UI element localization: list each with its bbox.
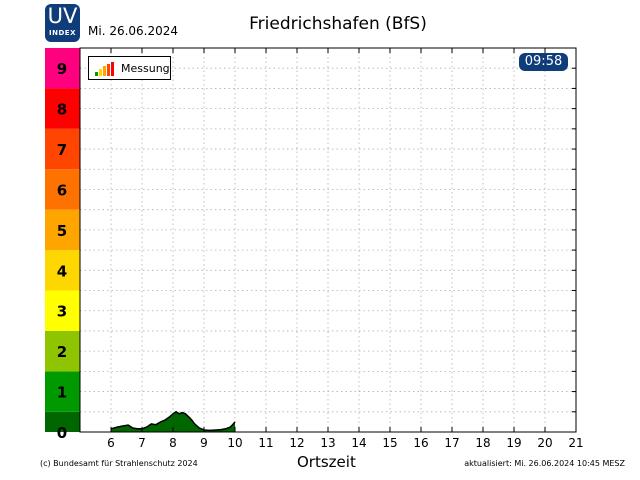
uv-scale-band-2 — [45, 330, 80, 372]
x-tick-label: 21 — [568, 436, 583, 450]
y-tick-label: 1 — [57, 384, 67, 402]
y-tick-label: 5 — [57, 222, 67, 240]
copyright-text: (c) Bundesamt für Strahlenschutz 2024 — [40, 459, 198, 468]
x-tick-label: 15 — [382, 436, 397, 450]
uv-scale-band-6 — [45, 169, 80, 210]
uv-scale-band-4 — [45, 250, 80, 291]
x-tick-label: 6 — [107, 436, 115, 450]
x-tick-label: 12 — [289, 436, 304, 450]
uv-scale-band-1 — [45, 371, 80, 412]
x-tick-label: 17 — [444, 436, 459, 450]
chart-title: Friedrichshafen (BfS) — [249, 14, 427, 34]
y-tick-label: 0 — [57, 424, 67, 442]
x-tick-label: 13 — [320, 436, 335, 450]
uv-scale-band-0 — [45, 411, 80, 432]
measurement-area — [111, 411, 235, 432]
updated-text: aktualisiert: Mi. 26.06.2024 10:45 MESZ — [464, 459, 625, 468]
x-tick-label: 16 — [413, 436, 428, 450]
uv-index-logo: UV INDEX — [45, 4, 80, 42]
measurement-line — [110, 410, 236, 432]
x-tick-label: 8 — [169, 436, 177, 450]
y-tick-label: 9 — [57, 60, 67, 78]
uv-scale-band-5 — [45, 209, 80, 251]
x-tick-label: 19 — [506, 436, 521, 450]
x-tick-label: 9 — [200, 436, 208, 450]
x-tick-label: 10 — [227, 436, 242, 450]
y-tick-label: 2 — [57, 343, 67, 361]
x-axis-label: Ortszeit — [297, 453, 356, 471]
logo-uv-text: UV — [47, 4, 78, 28]
y-tick-label: 3 — [57, 303, 67, 321]
y-tick-label: 6 — [57, 181, 67, 199]
x-tick-label: 7 — [138, 436, 146, 450]
legend-label: Messung — [121, 62, 170, 75]
chart-legend: Messung — [88, 56, 171, 80]
x-tick-label: 14 — [351, 436, 366, 450]
uv-scale-band-7 — [45, 128, 80, 170]
plot-frame — [79, 47, 577, 433]
x-tick-label: 11 — [258, 436, 273, 450]
uv-scale-band-9 — [45, 48, 80, 89]
measurement-bars-icon — [95, 62, 115, 76]
x-tick-label: 18 — [475, 436, 490, 450]
y-tick-label: 7 — [57, 141, 67, 159]
logo-index-text: INDEX — [49, 29, 76, 37]
time-badge: 09:58 — [519, 53, 568, 71]
uv-scale-band-8 — [45, 88, 80, 129]
y-tick-label: 8 — [57, 101, 67, 119]
x-tick-label: 20 — [537, 436, 552, 450]
y-tick-label: 4 — [57, 262, 67, 280]
uv-scale-band-3 — [45, 290, 80, 331]
date-label: Mi. 26.06.2024 — [88, 24, 179, 38]
